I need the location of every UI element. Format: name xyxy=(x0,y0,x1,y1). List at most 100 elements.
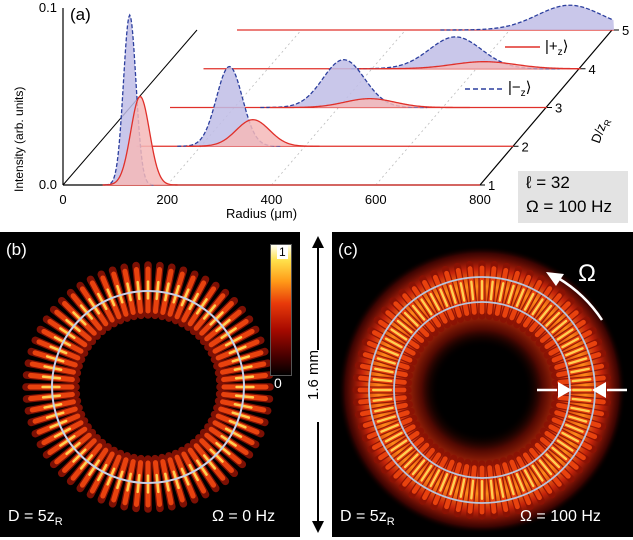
ring-lobe xyxy=(556,439,574,452)
ring-lobe xyxy=(538,459,553,476)
ring-lobe xyxy=(429,292,441,311)
x-tick-label: 800 xyxy=(469,192,491,207)
x-tick-label: 600 xyxy=(365,192,387,207)
ring-lobe xyxy=(155,280,160,301)
scale-bar xyxy=(312,236,324,533)
colorbar xyxy=(270,244,292,376)
width-arrows xyxy=(537,382,627,398)
ring-lobe xyxy=(88,459,101,476)
ring-lobe xyxy=(568,415,588,423)
panel-c-omega-label: Ω = 100 Hz xyxy=(520,508,601,525)
grid-line xyxy=(166,29,302,186)
plus-curve-D1 xyxy=(102,95,178,186)
curves xyxy=(102,4,614,186)
ring-c-spokes xyxy=(352,260,612,520)
ring-lobe xyxy=(459,282,466,302)
ring-lobe xyxy=(234,375,255,380)
rotation-arrowhead xyxy=(546,272,564,286)
ring-lobe xyxy=(570,406,590,413)
ring-lobe xyxy=(545,311,561,327)
rotation-omega-label: Ω xyxy=(578,260,596,287)
ring-lobe xyxy=(220,327,237,340)
ring-lobe xyxy=(531,298,544,316)
ring-lobe xyxy=(372,378,393,383)
ring-lobe xyxy=(420,464,433,482)
ring-lobe xyxy=(403,311,419,327)
panel-b-d-label: D = 5zR xyxy=(8,508,63,529)
ring-lobe xyxy=(390,328,408,341)
ring-lobe xyxy=(556,328,574,341)
ring-lobe xyxy=(234,394,255,399)
minus-fill-D5 xyxy=(440,5,614,31)
panel-c-label: (c) xyxy=(338,240,358,259)
ring-lobe xyxy=(49,419,68,429)
plus-curve-D3 xyxy=(269,97,470,109)
ring-lobe xyxy=(384,431,403,443)
ring-lobe xyxy=(439,473,449,492)
ring-lobe xyxy=(136,280,141,301)
ring-lobe xyxy=(374,406,394,413)
panel-b-label: (b) xyxy=(6,240,27,259)
z-tick-label: 2 xyxy=(522,139,529,154)
ring-lobe xyxy=(396,319,413,334)
ring-lobe xyxy=(376,357,396,365)
ring-lobe xyxy=(515,473,525,492)
colorbar-min-label: 0 xyxy=(274,375,282,391)
ring-lobe xyxy=(420,298,433,316)
ring-lobe xyxy=(565,423,584,433)
ring-lobe xyxy=(372,397,393,402)
ring-lobe xyxy=(515,288,525,307)
ring-lobe xyxy=(49,345,68,355)
ring-lobe xyxy=(195,298,208,315)
panel-a-chart: 0 200 400 600 800 0.0 0.1 1 2 3 4 5 xyxy=(39,0,629,207)
plus-fill-D3 xyxy=(269,98,470,108)
ring-lobe xyxy=(88,298,101,315)
rotation-arrow xyxy=(557,276,604,321)
ring-lobe xyxy=(538,304,553,321)
ring-lobe xyxy=(470,280,475,301)
legend-plus-label: |+z⟩ xyxy=(545,38,569,58)
ring-lobe xyxy=(390,439,408,452)
colorbar-max-label: 1 xyxy=(277,245,288,259)
ring-lobe xyxy=(507,284,515,304)
ring-lobe xyxy=(551,319,568,334)
minus-fill-D3 xyxy=(260,59,428,108)
minus-fill-D4 xyxy=(351,36,560,69)
ring-b-spokes xyxy=(22,261,274,513)
ring-lobe xyxy=(429,469,441,488)
scale-bar-label: 1.6 mm xyxy=(305,349,322,400)
ring-lobe xyxy=(489,280,494,301)
ring-lobe xyxy=(411,459,426,476)
ring-lobe xyxy=(220,434,237,447)
ring-lobe xyxy=(79,304,94,320)
ring-lobe xyxy=(439,288,449,307)
x-tick-label: 0 xyxy=(59,192,66,207)
y-axis-label: Intensity (arb. units) xyxy=(12,86,26,192)
ell-value: ℓ = 32 xyxy=(526,173,570,192)
ring-lobe xyxy=(571,397,592,402)
z-tick-labels: 1 2 3 4 5 xyxy=(480,23,629,193)
minus-fill-D1 xyxy=(104,15,155,185)
ring-lobe xyxy=(380,423,399,433)
ring-lobe xyxy=(403,453,419,469)
panel-b-image: (b) D = 5zR Ω = 0 Hz 1 0 xyxy=(0,232,300,537)
ring-lobe xyxy=(459,478,466,498)
x-tick-label: 200 xyxy=(156,192,178,207)
minus-fill-D2 xyxy=(177,66,282,147)
panel-c-ring-svg xyxy=(338,246,627,534)
ring-lobe xyxy=(228,419,247,429)
plus-fill-D2 xyxy=(186,119,320,147)
ring-lobe xyxy=(380,347,399,357)
panel-c-d-label: D = 5zR xyxy=(340,508,395,529)
ring-lobe xyxy=(561,431,580,443)
ring-lobe xyxy=(374,367,394,374)
ring-lobe xyxy=(489,479,494,500)
x-tick-label: 400 xyxy=(261,192,283,207)
panel-b-omega-label: Ω = 0 Hz xyxy=(212,508,276,525)
plus-fill-D4 xyxy=(358,61,581,69)
ring-lobe xyxy=(568,357,588,365)
ring-lobe xyxy=(384,337,403,349)
ring-lobe xyxy=(551,446,568,461)
z-tick-label: 4 xyxy=(589,62,596,77)
ring-lobe xyxy=(195,459,208,476)
